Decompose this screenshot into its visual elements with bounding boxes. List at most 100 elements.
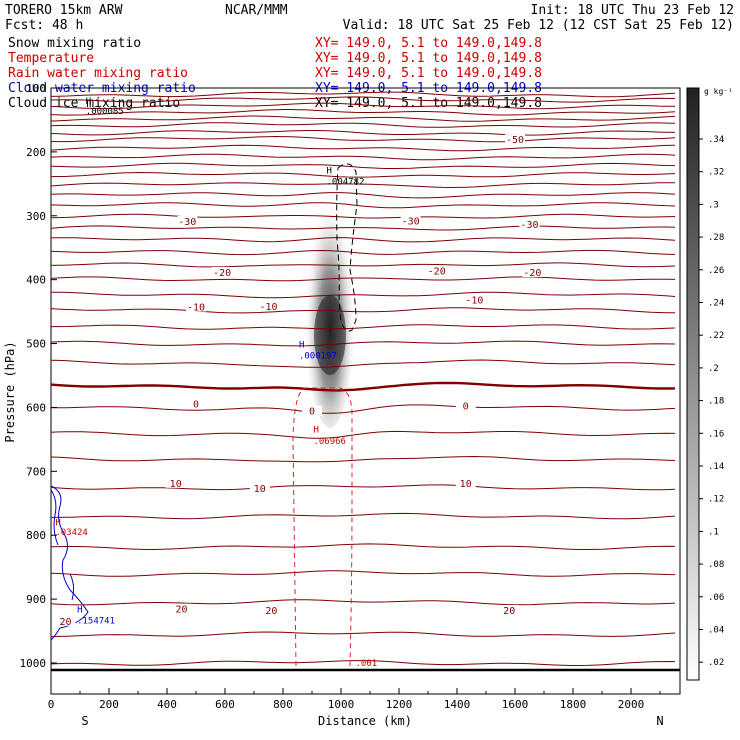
axes: 0 200 400 600 800 1000 1200 1400 1600 1800 2000100… bbox=[20, 82, 661, 711]
isotherm-line bbox=[51, 171, 676, 178]
colorbar-unit: g kg⁻¹ bbox=[704, 87, 733, 96]
maximum-label: H bbox=[55, 519, 60, 529]
snow-shading-core bbox=[314, 295, 346, 375]
x-tick-label: 1000 bbox=[328, 698, 355, 711]
maximum-label: .03424 bbox=[55, 528, 88, 538]
colorbar-tick-label: .1 bbox=[708, 527, 719, 537]
colorbar-tick-label: .2 bbox=[708, 364, 719, 374]
maximum-label: H bbox=[313, 425, 318, 435]
isotherm-line bbox=[51, 340, 676, 347]
isotherm-line bbox=[51, 484, 676, 491]
x-tick-label: 200 bbox=[99, 698, 119, 711]
isotherm-label: 0 bbox=[463, 402, 469, 413]
maximum-label: .154741 bbox=[77, 616, 115, 626]
colorbar-tick-label: .26 bbox=[708, 266, 724, 276]
maximum-label: .000085 bbox=[86, 107, 124, 117]
isotherm-line bbox=[51, 249, 676, 256]
isotherm-line bbox=[51, 135, 676, 143]
isotherm-label: 0 bbox=[193, 400, 199, 411]
isotherm-line bbox=[51, 96, 676, 103]
maximum-label: H bbox=[327, 167, 332, 177]
y-tick-label: 700 bbox=[26, 465, 46, 478]
rain-water-contour bbox=[292, 387, 353, 667]
isotherm-line bbox=[51, 91, 676, 98]
isotherm-line bbox=[51, 202, 676, 209]
isotherm-label: -30 bbox=[178, 217, 196, 228]
isotherm-label-bg bbox=[455, 400, 476, 411]
colorbar-tick-label: .32 bbox=[708, 168, 724, 178]
legend-xy-snow: XY= 149.0, 5.1 to 149.0,149.8 bbox=[315, 36, 542, 51]
colorbar: g kg⁻¹ .34 .32 .3 .28 .26 .24 .22 .2 .18 .16 .14 .1… bbox=[686, 87, 733, 681]
init-time: Init: 18 UTC Thu 23 Feb 12 bbox=[531, 3, 735, 18]
colorbar-gradient bbox=[686, 87, 700, 681]
isotherm-line bbox=[51, 631, 676, 637]
maximum-label: H bbox=[86, 97, 91, 107]
legend-label-rain: Rain water mixing ratio bbox=[8, 66, 188, 81]
plot-area bbox=[50, 87, 681, 695]
colorbar-tick-label: .18 bbox=[708, 397, 724, 407]
isotherm-line bbox=[51, 660, 676, 666]
maximum-label: .004782 bbox=[327, 177, 365, 187]
isotherm-label-bg bbox=[186, 398, 206, 409]
x-tick-label: 400 bbox=[157, 698, 177, 711]
isotherm-line bbox=[51, 162, 676, 169]
isotherm-label-bg bbox=[499, 604, 520, 615]
temperature-isotherms bbox=[51, 91, 676, 666]
isotherm-label: -10 bbox=[187, 303, 205, 314]
colorbar-tick-label: .22 bbox=[708, 331, 724, 341]
isotherm-line bbox=[51, 512, 676, 520]
isotherm-label: 0 bbox=[309, 407, 315, 418]
isotherm-line bbox=[51, 153, 676, 161]
legend-label-snow: Snow mixing ratio bbox=[8, 36, 141, 51]
isotherm-label: -20 bbox=[428, 267, 446, 278]
maximum-label: .06966 bbox=[313, 437, 346, 447]
isotherm-line bbox=[51, 130, 676, 136]
legend-xy-cloud-ice: XY= 149.0, 5.1 to 149.0,149.8 bbox=[315, 96, 542, 111]
isotherm-line bbox=[51, 543, 676, 550]
isotherm-label-bg bbox=[522, 267, 543, 277]
x-tick-label: 0 bbox=[48, 698, 55, 711]
isotherm-label: 10 bbox=[170, 479, 182, 490]
x-tick-label: 800 bbox=[273, 698, 293, 711]
isotherm-label-bg bbox=[261, 604, 282, 615]
isotherm-line bbox=[51, 115, 676, 122]
isotherm-line bbox=[51, 276, 676, 282]
cloud-water-contour bbox=[51, 485, 89, 641]
isotherm-line bbox=[51, 599, 676, 606]
x-tick-label: 1800 bbox=[560, 698, 587, 711]
isotherm-line bbox=[51, 213, 676, 219]
isotherm-label: -10 bbox=[465, 295, 483, 306]
isotherm-label-bg bbox=[177, 215, 198, 226]
isotherm-label: 20 bbox=[175, 605, 187, 616]
forecast-hour: Fcst: 48 h bbox=[5, 18, 83, 33]
colorbar-tick-label: .14 bbox=[708, 462, 724, 472]
isotherm-label-bg bbox=[55, 615, 76, 626]
axis-end-label-north: N bbox=[656, 714, 663, 728]
maximum-label: H bbox=[77, 606, 82, 616]
x-tick-label: 1400 bbox=[444, 698, 471, 711]
isotherm-line bbox=[51, 192, 676, 199]
isotherm-label: -20 bbox=[523, 268, 541, 279]
y-tick-label: 400 bbox=[26, 274, 46, 287]
colorbar-tick-label: .06 bbox=[708, 593, 724, 603]
x-tick-label: 2000 bbox=[618, 698, 645, 711]
legend-xy-temperature: XY= 149.0, 5.1 to 149.0,149.8 bbox=[315, 51, 542, 66]
colorbar-tick-label: .28 bbox=[708, 233, 724, 243]
maximum-label: H bbox=[299, 340, 304, 350]
isotherm-line bbox=[51, 359, 676, 368]
y-tick-label: 200 bbox=[26, 146, 46, 159]
colorbar-tick-label: .04 bbox=[708, 626, 724, 636]
isotherm-line bbox=[51, 225, 676, 231]
isotherm-label-bg bbox=[165, 477, 186, 488]
isotherm-label-bg bbox=[249, 482, 270, 493]
isotherm-line bbox=[51, 381, 676, 392]
isotherm-line bbox=[51, 570, 676, 577]
isotherm-line bbox=[51, 109, 676, 116]
y-tick-label: 100 bbox=[26, 82, 46, 95]
maximum-label: .000197 bbox=[299, 351, 337, 361]
isotherm-label: -50 bbox=[506, 135, 524, 146]
isotherm-label-bg bbox=[186, 301, 206, 312]
isotherm-line bbox=[51, 182, 675, 189]
y-tick-label: 1000 bbox=[20, 657, 47, 670]
isotherm-line bbox=[51, 324, 676, 330]
